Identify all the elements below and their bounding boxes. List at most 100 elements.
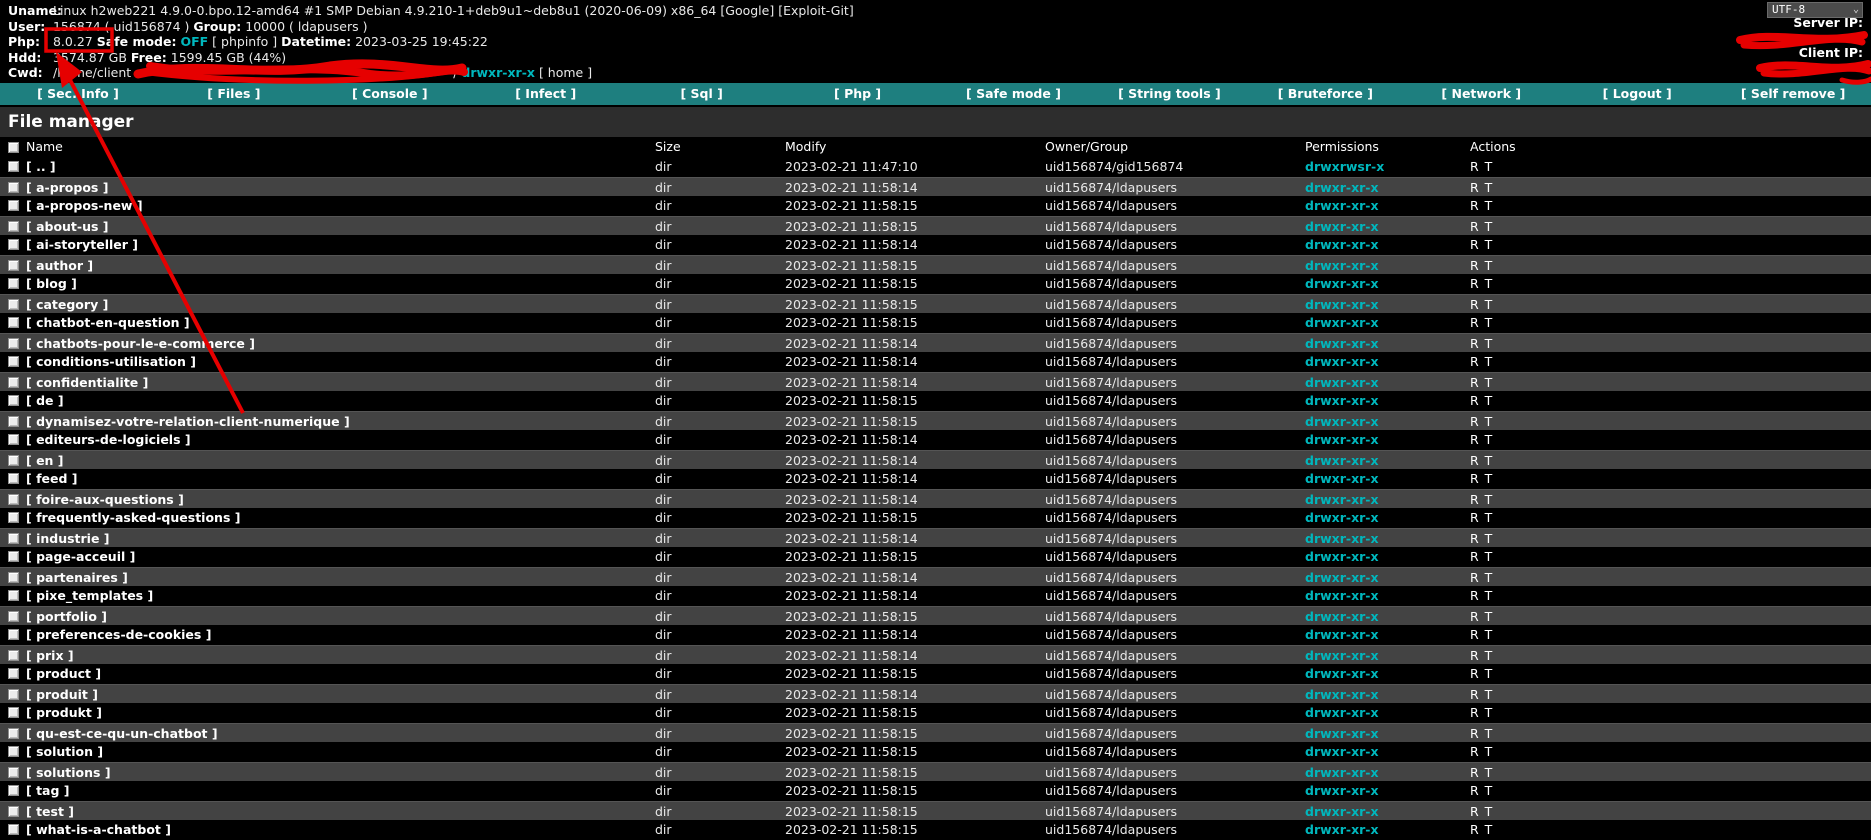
directory-link[interactable]: [ ai-storyteller ] xyxy=(26,237,139,252)
directory-link[interactable]: [ page-acceuil ] xyxy=(26,549,136,564)
nav-item[interactable]: [ Infect ] xyxy=(515,86,577,101)
row-checkbox[interactable] xyxy=(8,785,19,797)
permissions-link[interactable]: drwxr-xr-x xyxy=(1305,783,1379,798)
directory-link[interactable]: [ en ] xyxy=(26,452,64,468)
row-actions-links[interactable]: R T xyxy=(1470,471,1494,486)
row-actions-links[interactable]: R T xyxy=(1470,803,1494,819)
permissions-link[interactable]: drwxr-xr-x xyxy=(1305,432,1379,447)
permissions-link[interactable]: drwxr-xr-x xyxy=(1305,276,1379,291)
directory-link[interactable]: [ frequently-asked-questions ] xyxy=(26,510,241,525)
row-actions-links[interactable]: R T xyxy=(1470,686,1494,702)
row-actions-links[interactable]: R T xyxy=(1470,530,1494,546)
row-actions-links[interactable]: R T xyxy=(1470,764,1494,780)
row-actions-links[interactable]: R T xyxy=(1470,647,1494,663)
row-actions-links[interactable]: R T xyxy=(1470,549,1494,564)
nav-item[interactable]: [ Safe mode ] xyxy=(966,86,1061,101)
directory-link[interactable]: [ conditions-utilisation ] xyxy=(26,354,196,369)
permissions-link[interactable]: drwxr-xr-x xyxy=(1305,413,1379,429)
home-link[interactable]: [ home ] xyxy=(538,65,593,80)
row-actions-links[interactable]: R T xyxy=(1470,725,1494,741)
directory-link[interactable]: [ de ] xyxy=(26,393,64,408)
directory-link[interactable]: [ category ] xyxy=(26,296,109,312)
row-checkbox[interactable] xyxy=(8,356,19,368)
row-actions-links[interactable]: R T xyxy=(1470,159,1494,174)
row-checkbox[interactable] xyxy=(8,337,19,349)
permissions-link[interactable]: drwxr-xr-x xyxy=(1305,179,1379,195)
permissions-link[interactable]: drwxr-xr-x xyxy=(1305,471,1379,486)
row-checkbox[interactable] xyxy=(8,824,19,836)
row-actions-links[interactable]: R T xyxy=(1470,335,1494,351)
directory-link[interactable]: [ what-is-a-chatbot ] xyxy=(26,822,171,837)
directory-link[interactable]: [ feed ] xyxy=(26,471,78,486)
directory-link[interactable]: [ foire-aux-questions ] xyxy=(26,491,184,507)
row-actions-links[interactable]: R T xyxy=(1470,666,1494,681)
directory-link[interactable]: [ solution ] xyxy=(26,744,104,759)
permissions-link[interactable]: drwxrwsr-x xyxy=(1305,159,1385,174)
permissions-link[interactable]: drwxr-xr-x xyxy=(1305,666,1379,681)
row-actions-links[interactable]: R T xyxy=(1470,413,1494,429)
row-checkbox[interactable] xyxy=(8,434,19,446)
row-checkbox[interactable] xyxy=(8,415,19,427)
permissions-link[interactable]: drwxr-xr-x xyxy=(1305,393,1379,408)
cwd-permissions-link[interactable]: drwxr-xr-x xyxy=(461,65,535,80)
directory-link[interactable]: [ solutions ] xyxy=(26,764,111,780)
row-actions-links[interactable]: R T xyxy=(1470,627,1494,642)
row-actions-links[interactable]: R T xyxy=(1470,569,1494,585)
row-checkbox[interactable] xyxy=(8,590,19,602)
permissions-link[interactable]: drwxr-xr-x xyxy=(1305,257,1379,273)
row-actions-links[interactable]: R T xyxy=(1470,393,1494,408)
google-exploit-link[interactable]: [Google] xyxy=(720,3,775,18)
permissions-link[interactable]: drwxr-xr-x xyxy=(1305,510,1379,525)
nav-item[interactable]: [ String tools ] xyxy=(1118,86,1221,101)
row-checkbox[interactable] xyxy=(8,746,19,758)
exploit-git-link[interactable]: [Exploit-Git] xyxy=(778,3,854,18)
directory-link[interactable]: [ preferences-de-cookies ] xyxy=(26,627,212,642)
directory-link[interactable]: [ .. ] xyxy=(26,159,56,174)
directory-link[interactable]: [ test ] xyxy=(26,803,74,819)
select-all-checkbox[interactable] xyxy=(8,141,19,153)
permissions-link[interactable]: drwxr-xr-x xyxy=(1305,822,1379,837)
row-actions-links[interactable]: R T xyxy=(1470,179,1494,195)
directory-link[interactable]: [ author ] xyxy=(26,257,94,273)
row-checkbox[interactable] xyxy=(8,278,19,290)
row-checkbox[interactable] xyxy=(8,200,19,212)
row-actions-links[interactable]: R T xyxy=(1470,218,1494,234)
directory-link[interactable]: [ portfolio ] xyxy=(26,608,107,624)
permissions-link[interactable]: drwxr-xr-x xyxy=(1305,549,1379,564)
row-checkbox[interactable] xyxy=(8,259,19,271)
row-actions-links[interactable]: R T xyxy=(1470,257,1494,273)
row-actions-links[interactable]: R T xyxy=(1470,276,1494,291)
nav-item[interactable]: [ Self remove ] xyxy=(1740,86,1846,101)
row-checkbox[interactable] xyxy=(8,707,19,719)
permissions-link[interactable]: drwxr-xr-x xyxy=(1305,374,1379,390)
nav-item[interactable]: [ Console ] xyxy=(352,86,428,101)
row-actions-links[interactable]: R T xyxy=(1470,705,1494,720)
nav-item[interactable]: [ Bruteforce ] xyxy=(1277,86,1373,101)
row-checkbox[interactable] xyxy=(8,512,19,524)
permissions-link[interactable]: drwxr-xr-x xyxy=(1305,627,1379,642)
nav-item[interactable]: [ Logout ] xyxy=(1602,86,1672,101)
permissions-link[interactable]: drwxr-xr-x xyxy=(1305,588,1379,603)
row-actions-links[interactable]: R T xyxy=(1470,822,1494,837)
directory-link[interactable]: [ chatbots-pour-le-e-commerce ] xyxy=(26,335,255,351)
row-checkbox[interactable] xyxy=(8,220,19,232)
charset-select[interactable]: UTF-8 ⌄ xyxy=(1767,2,1863,18)
row-checkbox[interactable] xyxy=(8,668,19,680)
directory-link[interactable]: [ partenaires ] xyxy=(26,569,128,585)
permissions-link[interactable]: drwxr-xr-x xyxy=(1305,237,1379,252)
row-actions-links[interactable]: R T xyxy=(1470,315,1494,330)
row-checkbox[interactable] xyxy=(8,493,19,505)
row-actions-links[interactable]: R T xyxy=(1470,588,1494,603)
row-checkbox[interactable] xyxy=(8,649,19,661)
row-actions-links[interactable]: R T xyxy=(1470,783,1494,798)
row-actions-links[interactable]: R T xyxy=(1470,510,1494,525)
permissions-link[interactable]: drwxr-xr-x xyxy=(1305,686,1379,702)
permissions-link[interactable]: drwxr-xr-x xyxy=(1305,764,1379,780)
row-checkbox[interactable] xyxy=(8,395,19,407)
directory-link[interactable]: [ about-us ] xyxy=(26,218,109,234)
directory-link[interactable]: [ dynamisez-votre-relation-client-numeri… xyxy=(26,413,350,429)
row-checkbox[interactable] xyxy=(8,298,19,310)
directory-link[interactable]: [ chatbot-en-question ] xyxy=(26,315,190,330)
row-checkbox[interactable] xyxy=(8,473,19,485)
row-checkbox[interactable] xyxy=(8,805,19,817)
